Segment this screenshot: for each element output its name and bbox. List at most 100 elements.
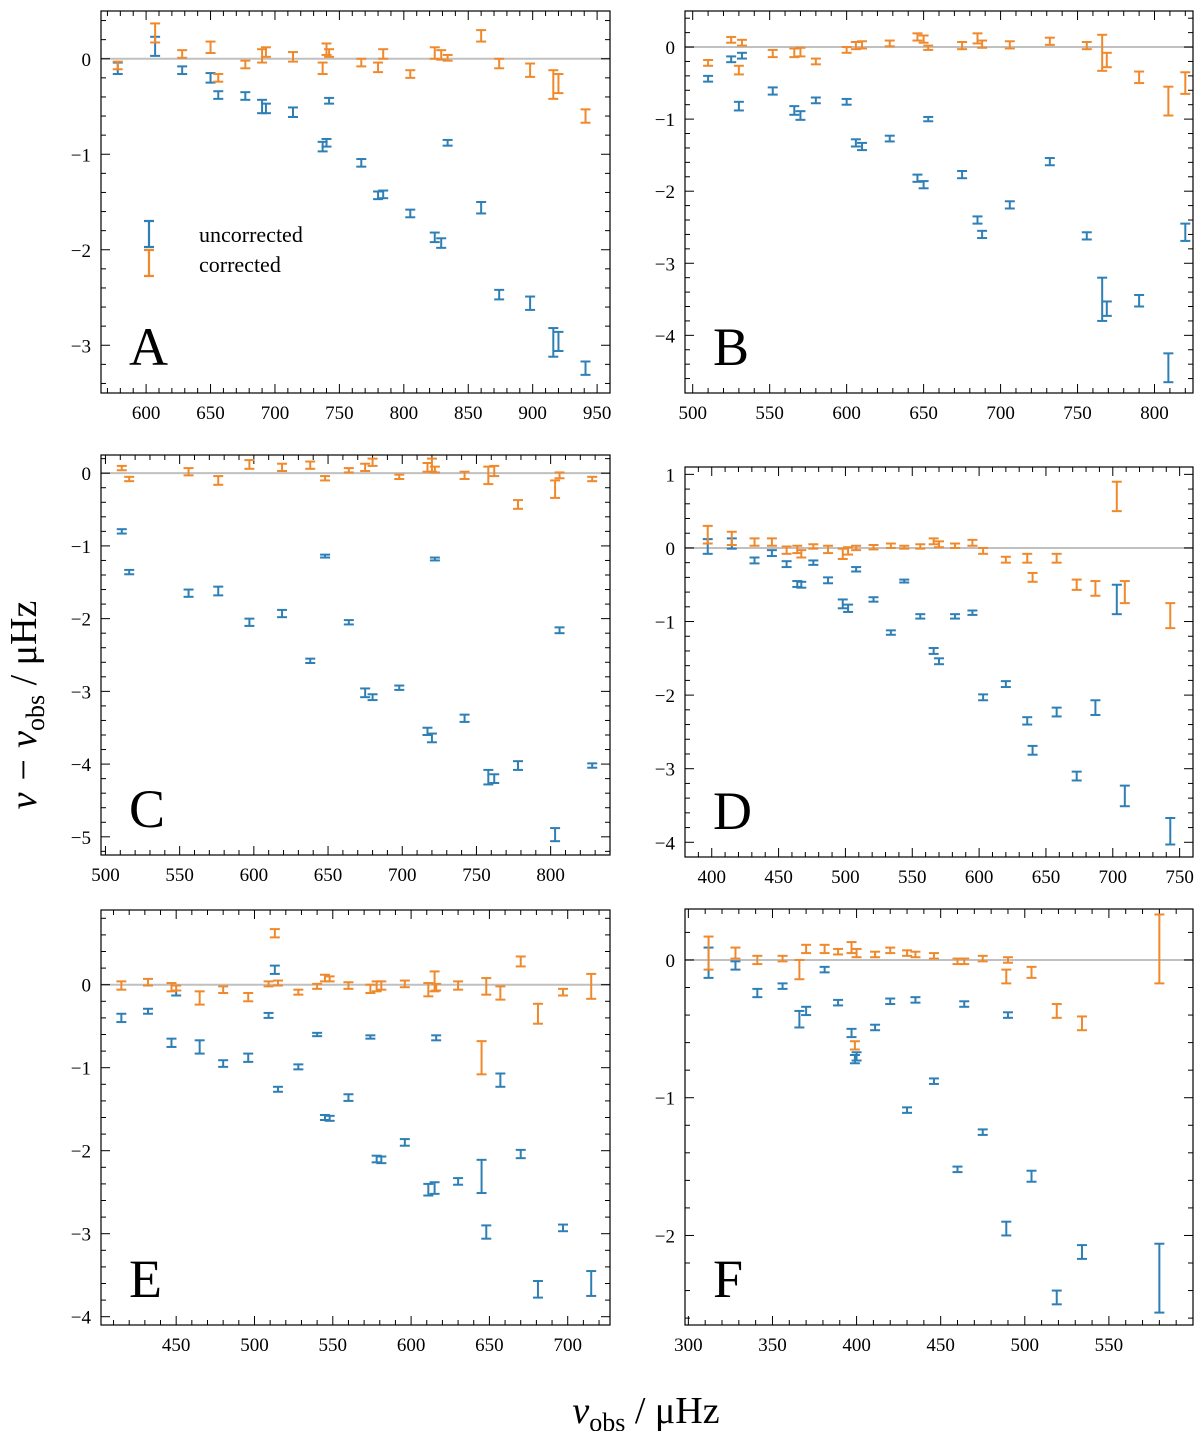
error-bar <box>902 1106 913 1114</box>
panel-f: 300 350 400 450 500 550 0 −1 −2 F <box>655 908 1194 1356</box>
error-bar <box>1090 699 1101 716</box>
error-bar <box>321 137 332 148</box>
y-tick-label: 0 <box>82 50 92 71</box>
error-bar <box>928 1077 939 1085</box>
error-bar <box>423 1182 434 1197</box>
panels-layer: 600 650 700 750 800 850 900 950 0 −1 −2 −3 A 500 550 60… <box>71 10 1194 1356</box>
error-bar <box>288 51 299 63</box>
error-bar <box>548 327 559 358</box>
error-bar <box>934 540 944 549</box>
error-bar <box>150 22 161 44</box>
error-bar <box>586 972 597 1000</box>
error-bar <box>781 545 792 555</box>
y-axis-title-unit: / μHz <box>3 601 45 695</box>
error-bar <box>360 462 371 472</box>
error-bar <box>1051 1289 1062 1306</box>
y-tick-label: −3 <box>71 1225 91 1246</box>
error-bar <box>950 542 961 549</box>
panel-label: B <box>713 317 749 377</box>
error-bar <box>843 603 854 613</box>
error-bar <box>957 40 968 51</box>
error-bar <box>378 48 389 60</box>
y-tick-label: −1 <box>71 537 91 558</box>
error-bar <box>218 985 229 994</box>
error-bar <box>796 580 807 589</box>
error-bar <box>1076 1244 1087 1260</box>
error-bar <box>849 1040 860 1051</box>
legend-marker-uncorrected <box>144 219 154 249</box>
error-bar <box>512 760 523 771</box>
error-bar <box>703 59 714 67</box>
error-bar <box>795 46 806 58</box>
series-corrected <box>116 928 597 1076</box>
y-tick-label: −1 <box>655 110 675 131</box>
error-bar <box>1101 300 1112 317</box>
error-bar <box>373 61 384 74</box>
x-tick-label: 750 <box>1165 867 1194 888</box>
error-bar <box>476 1040 487 1076</box>
error-bar <box>240 59 251 70</box>
x-tick-label: 450 <box>764 867 793 888</box>
y-tick-label: 0 <box>666 38 676 59</box>
error-bar <box>1051 706 1062 718</box>
error-bar <box>885 997 896 1006</box>
error-bar <box>476 201 487 215</box>
error-bar <box>429 970 440 993</box>
x-tick-label: 900 <box>518 403 547 424</box>
error-bar <box>846 1027 857 1039</box>
error-bar <box>442 138 453 147</box>
error-bar <box>1002 956 1013 964</box>
error-bar <box>902 949 913 957</box>
error-bar <box>1111 480 1122 513</box>
y-tick-label: −4 <box>655 833 676 854</box>
error-bar <box>1004 200 1015 210</box>
panel-label: F <box>713 1249 743 1309</box>
error-bar <box>808 559 819 566</box>
error-bar <box>356 158 367 168</box>
error-bar <box>489 464 500 478</box>
series-corrected <box>112 22 591 124</box>
error-bar <box>269 964 280 975</box>
error-bar <box>1022 716 1033 726</box>
error-bar <box>481 1224 492 1240</box>
error-bar <box>915 543 926 550</box>
error-bar <box>899 544 910 550</box>
x-tick-label: 500 <box>831 867 860 888</box>
error-bar <box>558 987 569 997</box>
error-bar <box>356 57 367 68</box>
error-bar <box>532 1002 543 1025</box>
error-bar <box>553 73 564 95</box>
x-tick-label: 600 <box>132 403 161 424</box>
error-bar <box>766 537 777 547</box>
y-tick-label: −3 <box>655 760 675 781</box>
series-corrected <box>116 457 598 510</box>
error-bar <box>1001 1220 1012 1237</box>
error-bar <box>749 537 760 547</box>
error-bar <box>923 44 934 51</box>
legend-label-uncorrected: uncorrected <box>199 222 303 247</box>
error-bar <box>205 40 216 55</box>
y-tick-label: −2 <box>655 1226 675 1247</box>
error-bar <box>532 1280 543 1299</box>
error-bar <box>703 74 714 83</box>
error-bar <box>405 69 416 79</box>
error-bar <box>260 46 271 58</box>
error-bar <box>324 48 335 58</box>
error-bar <box>324 1114 335 1122</box>
panel-d: 400 450 500 550 600 650 700 750 1 0 −1 −2 −3 −4 D <box>655 465 1194 888</box>
y-tick-label: −2 <box>655 182 675 203</box>
error-bar <box>1004 40 1015 50</box>
error-bar <box>183 467 194 477</box>
error-bar <box>213 475 224 486</box>
x-tick-label: 550 <box>165 865 194 886</box>
error-bar <box>1165 602 1176 630</box>
x-tick-label: 750 <box>325 403 354 424</box>
error-bar <box>288 106 299 119</box>
error-bar <box>870 950 881 959</box>
error-bar <box>967 609 978 616</box>
series-uncorrected <box>703 946 1165 1314</box>
error-bar <box>320 475 331 482</box>
error-bar <box>726 55 737 64</box>
error-bar <box>515 1148 526 1160</box>
